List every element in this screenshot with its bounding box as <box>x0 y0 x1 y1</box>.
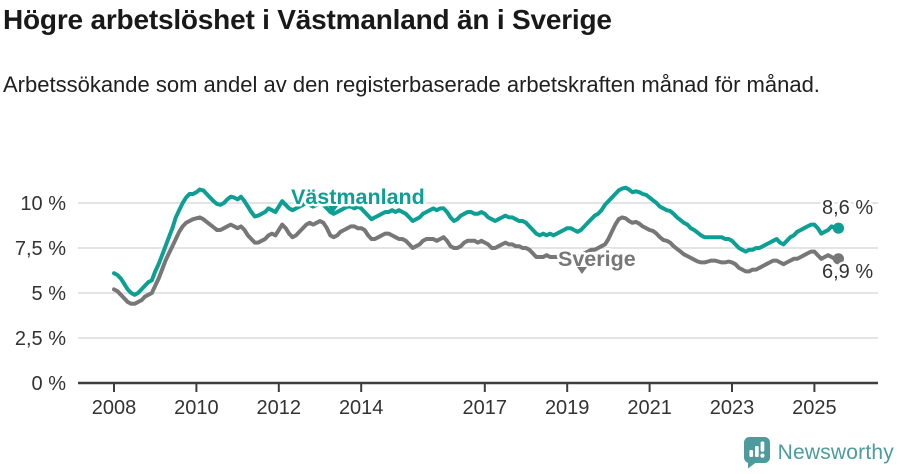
x-axis-tick-label: 2025 <box>792 397 837 419</box>
y-axis-tick-label: 5 % <box>32 283 67 305</box>
series-end-dot-sverige <box>832 253 845 265</box>
x-axis-tick-label: 2017 <box>463 397 508 419</box>
x-axis <box>78 381 878 392</box>
gridlines <box>78 202 878 339</box>
series-label-caret-icon <box>577 267 587 274</box>
newsworthy-brand-name: Newsworthy <box>777 440 894 464</box>
x-axis-tick-label: 2019 <box>545 397 590 419</box>
chart-subtitle: Arbetssökande som andel av den registerb… <box>3 72 820 97</box>
y-axis-tick-label: 2,5 % <box>15 328 66 350</box>
chart-labels: 0 % 2,5 % 5 % 7,5 % 10 % 2008 2010 2012 2014 2017… <box>15 183 876 420</box>
x-axis-tick-label: 2012 <box>257 397 302 419</box>
series-line-sverige <box>112 215 841 306</box>
series-label-sverige: Sverige <box>558 247 636 271</box>
data-series <box>112 185 845 306</box>
series-label-västmanland: Västmanland <box>291 185 425 209</box>
end-value-label-sverige: 6,9 % <box>822 261 873 283</box>
series-label-caret-icon <box>328 206 338 213</box>
y-axis-tick-label: 10 % <box>20 193 66 215</box>
end-value-label-västmanland: 8,6 % <box>822 197 873 219</box>
series-line-västmanland <box>112 185 841 297</box>
x-axis-tick-label: 2010 <box>174 397 219 419</box>
x-axis-tick-label: 2021 <box>627 397 672 419</box>
newsworthy-logo-icon <box>743 437 770 469</box>
x-axis-tick-label: 2008 <box>92 397 137 419</box>
x-axis-tick-label: 2023 <box>710 397 755 419</box>
series-end-dot-västmanland <box>832 222 845 234</box>
y-axis-tick-label: 7,5 % <box>15 238 66 260</box>
y-axis-tick-label: 0 % <box>32 373 67 395</box>
newsworthy-brand-link[interactable]: Newsworthy <box>743 436 894 469</box>
x-axis-tick-label: 2014 <box>339 397 384 419</box>
page-title: Högre arbetslöshet i Västmanland än i Sv… <box>3 4 612 35</box>
